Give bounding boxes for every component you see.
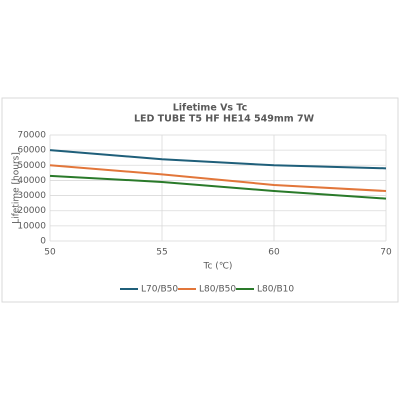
y-tick-label: 60000 (17, 146, 46, 156)
y-tick-label: 30000 (17, 191, 46, 201)
legend-label: L80/B50 (199, 285, 236, 295)
chart-subtitle: LED TUBE T5 HF HE14 549mm 7W (134, 114, 315, 125)
chart-frame (1, 97, 399, 303)
y-axis-label: Lifetime [hours] (12, 152, 22, 224)
x-tick-label: 70 (380, 248, 392, 258)
x-tick-label: 50 (44, 248, 56, 258)
y-tick-label: 0 (40, 237, 46, 247)
y-tick-label: 40000 (17, 176, 46, 186)
legend-label: L80/B10 (257, 285, 294, 295)
x-axis-label: Tc (℃) (203, 262, 233, 272)
series-line (49, 164, 387, 193)
y-tick-label: 50000 (17, 161, 46, 171)
y-tick-label: 20000 (17, 206, 46, 216)
chart-title: Lifetime Vs Tc (173, 103, 248, 114)
x-tick-label: 55 (156, 248, 167, 258)
x-tick-label: 60 (268, 248, 280, 258)
series-line (49, 149, 387, 170)
y-tick-label: 70000 (17, 131, 46, 141)
y-tick-label: 10000 (17, 221, 46, 231)
legend-label: L70/B50 (141, 285, 178, 295)
series-line (49, 174, 387, 200)
